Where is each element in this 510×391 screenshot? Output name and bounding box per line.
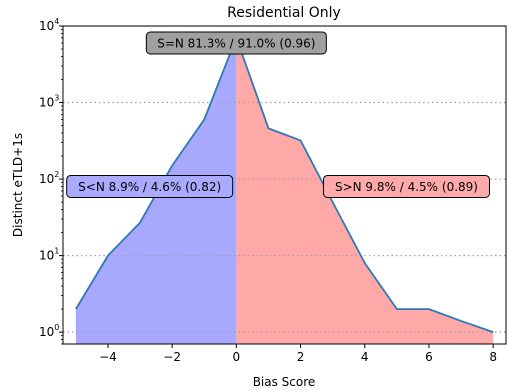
chart-title: Residential Only: [227, 5, 341, 21]
x-tick-label: 6: [425, 350, 433, 364]
x-axis: −4 −2 0 2 4 6 8: [99, 344, 497, 364]
annotation-box: [322, 174, 490, 198]
y-axis: 100 101 102 103 104: [39, 17, 63, 345]
line-layer: [75, 36, 494, 333]
plot-frame: [62, 25, 507, 345]
x-tick-label: −2: [163, 350, 181, 364]
annotation-box: [145, 31, 327, 55]
annotation-label: S=N 81.3% / 91.0% (0.96): [157, 36, 315, 50]
annotation-layer: S=N 81.3% / 91.0% (0.96) S<N 8.9% / 4.6% …: [66, 31, 490, 198]
x-tick-label: 0: [233, 350, 241, 364]
area-fill-negative: [75, 37, 237, 344]
area-fill-positive: [236, 37, 494, 344]
fills-layer: [75, 37, 494, 344]
x-axis-label: Bias Score: [253, 375, 316, 389]
y-tick-label: 101: [39, 247, 59, 263]
y-axis-label: Distinct eTLD+1s: [11, 133, 25, 237]
y-tick-label: 103: [39, 94, 59, 110]
y-tick-label: 102: [39, 170, 59, 186]
x-tick-label: 4: [361, 350, 369, 364]
x-tick-label: 8: [489, 350, 497, 364]
y-tick-label: 100: [39, 323, 59, 339]
series-line: [75, 36, 494, 333]
annotation-label: S>N 9.8% / 4.5% (0.89): [335, 180, 478, 194]
annotation-box: [66, 174, 234, 198]
annotation-label: S<N 8.9% / 4.6% (0.82): [78, 180, 221, 194]
x-tick-label: 2: [297, 350, 305, 364]
x-tick-label: −4: [99, 350, 117, 364]
y-tick-label: 104: [39, 17, 59, 33]
